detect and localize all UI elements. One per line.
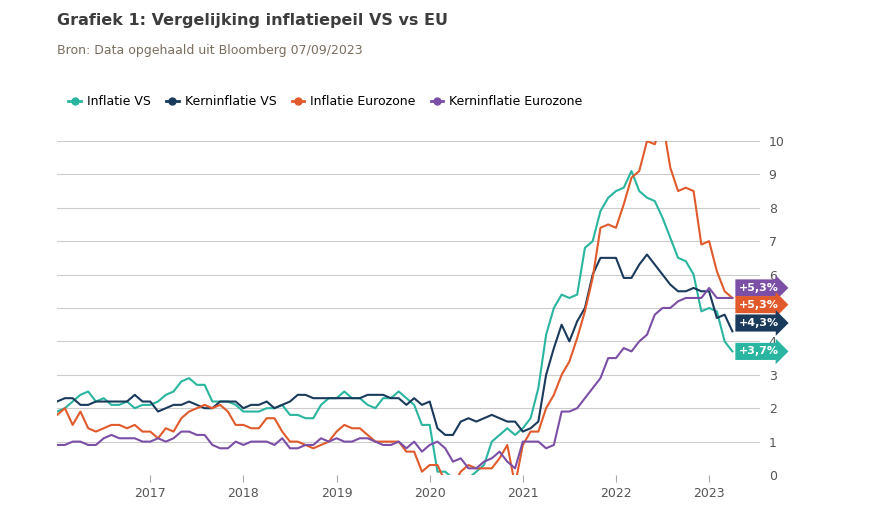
Text: +3,7%: +3,7% [738, 347, 778, 357]
Text: +4,3%: +4,3% [738, 318, 778, 328]
Text: +5,3%: +5,3% [738, 283, 778, 293]
Text: +5,3%: +5,3% [738, 300, 778, 310]
Text: Bron: Data opgehaald uit Bloomberg 07/09/2023: Bron: Data opgehaald uit Bloomberg 07/09… [57, 44, 363, 57]
Legend: Inflatie VS, Kerninflatie VS, Inflatie Eurozone, Kerninflatie Eurozone: Inflatie VS, Kerninflatie VS, Inflatie E… [63, 90, 587, 113]
Text: Grafiek 1: Vergelijking inflatiepeil VS vs EU: Grafiek 1: Vergelijking inflatiepeil VS … [57, 13, 448, 28]
